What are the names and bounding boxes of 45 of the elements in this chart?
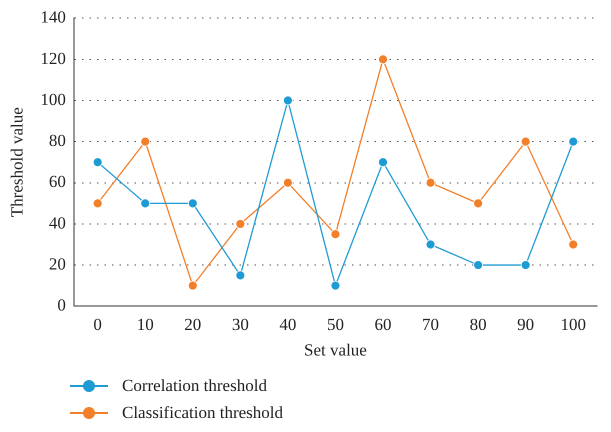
point [426,178,436,188]
y-axis-title: Threshold value [8,107,27,218]
point [520,260,531,270]
point [568,136,578,147]
legend-label: Correlation threshold [122,376,267,396]
point [235,270,246,280]
legend-label: Classification threshold [122,402,284,422]
x-tick-label: 70 [422,314,440,334]
x-tick-label: 90 [517,314,534,334]
point [188,198,198,208]
point [92,198,103,208]
point [426,240,436,250]
x-tick-label: 20 [184,314,202,334]
point [282,96,293,106]
point [235,219,246,229]
x-tick-label: 10 [136,314,154,334]
point [330,229,340,240]
point [140,136,150,147]
point [188,280,198,291]
y-tick-label: 20 [48,254,66,274]
point [330,280,340,291]
x-tick-label: 80 [470,314,487,334]
y-tick-label: 60 [48,172,66,192]
x-tick-label: 40 [279,314,296,334]
x-tick-label: 30 [232,314,249,334]
y-tick-label: 40 [48,213,66,232]
y-tick-label: 80 [48,131,66,150]
point [473,198,484,208]
point [378,54,388,64]
point [473,260,484,270]
point [140,198,150,208]
x-tick-label: 0 [93,314,102,334]
y-tick-label: 0 [57,296,66,315]
x-axis-title: Set value [304,340,367,360]
y-tick-label: 120 [40,48,66,68]
point [568,240,578,250]
x-tick-label: 100 [560,314,586,334]
x-tick-label: 50 [326,314,344,334]
y-tick-label: 100 [40,90,66,109]
point [92,157,103,168]
point [520,136,531,147]
y-tick-label: 140 [40,8,66,27]
x-tick-label: 60 [374,314,392,334]
point [378,157,388,168]
point [282,178,293,188]
